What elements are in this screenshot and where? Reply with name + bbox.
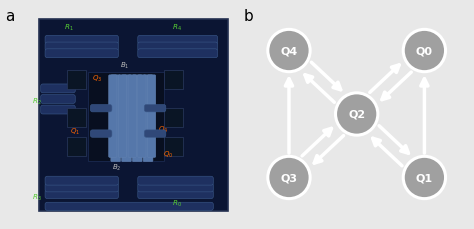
Text: $Q_0$: $Q_0$ [163,150,173,160]
FancyBboxPatch shape [45,183,118,192]
Text: $Q_2$: $Q_2$ [135,99,145,109]
FancyBboxPatch shape [138,183,213,192]
Text: Q3: Q3 [281,173,298,183]
Bar [164,70,183,89]
Bar [67,108,86,127]
FancyBboxPatch shape [118,76,127,158]
FancyBboxPatch shape [144,105,166,112]
Text: Q4: Q4 [280,46,298,56]
FancyBboxPatch shape [144,130,166,138]
Circle shape [403,157,446,199]
FancyBboxPatch shape [91,130,112,138]
Text: b: b [244,9,254,24]
FancyBboxPatch shape [128,76,137,158]
Circle shape [336,93,378,136]
FancyBboxPatch shape [122,76,131,162]
Bar [67,138,86,157]
FancyBboxPatch shape [138,76,146,158]
Bar [67,70,86,89]
Text: $Q_1$: $Q_1$ [70,126,80,136]
FancyBboxPatch shape [147,76,155,158]
FancyBboxPatch shape [111,76,120,162]
Bar [38,20,228,211]
FancyBboxPatch shape [138,50,218,58]
FancyBboxPatch shape [41,106,75,114]
Text: Q0: Q0 [416,46,433,56]
FancyBboxPatch shape [143,76,153,162]
Text: $B_2$: $B_2$ [111,162,121,172]
FancyBboxPatch shape [138,36,218,45]
Bar [164,108,183,127]
FancyBboxPatch shape [91,105,112,112]
FancyBboxPatch shape [45,36,118,45]
Circle shape [403,30,446,72]
Text: $R_2$: $R_2$ [32,97,41,107]
Text: $R_0$: $R_0$ [172,198,182,208]
FancyBboxPatch shape [45,202,213,210]
FancyBboxPatch shape [138,43,218,52]
Text: $R_1$: $R_1$ [64,23,73,33]
Bar [88,72,164,161]
FancyBboxPatch shape [41,95,75,104]
Text: $Q_3$: $Q_3$ [91,74,102,84]
Text: a: a [5,9,14,24]
FancyBboxPatch shape [45,190,118,199]
Circle shape [268,30,310,72]
Text: $R_3$: $R_3$ [32,192,41,202]
FancyBboxPatch shape [45,176,118,185]
Text: Q1: Q1 [416,173,433,183]
FancyBboxPatch shape [138,190,213,199]
FancyBboxPatch shape [45,50,118,58]
FancyBboxPatch shape [41,85,75,93]
Text: $R_4$: $R_4$ [172,23,182,33]
FancyBboxPatch shape [132,76,142,162]
Text: $Q_4$: $Q_4$ [158,124,169,134]
Text: Q2: Q2 [348,109,365,120]
FancyBboxPatch shape [45,43,118,52]
Text: $B_1$: $B_1$ [120,61,129,71]
FancyBboxPatch shape [138,176,213,185]
Circle shape [268,157,310,199]
FancyBboxPatch shape [109,76,117,158]
Bar [164,138,183,157]
